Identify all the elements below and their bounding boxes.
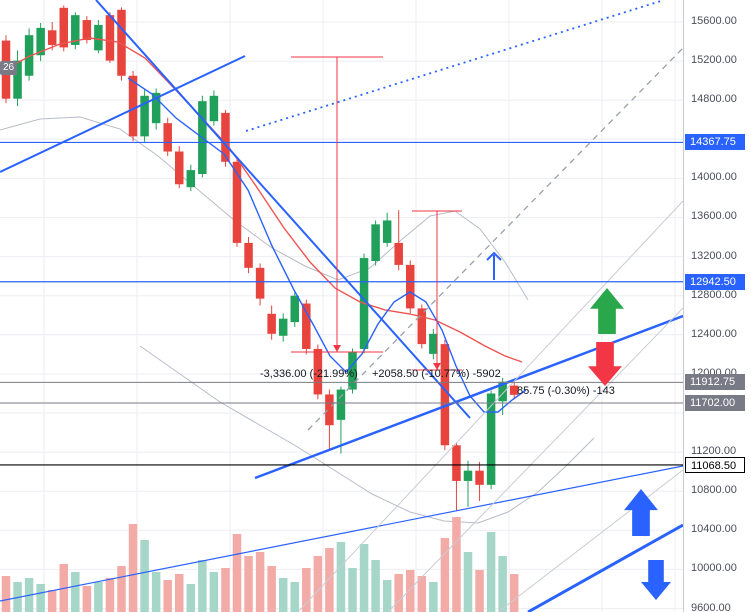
green-up-arrow[interactable] bbox=[590, 288, 624, 334]
price-tick: 14800.00 bbox=[691, 93, 737, 106]
price-tick: 10400.00 bbox=[691, 523, 737, 536]
trend-line-8[interactable] bbox=[297, 200, 683, 612]
price-tick: 15600.00 bbox=[691, 14, 737, 27]
left-edge-price-tag: 26 bbox=[0, 61, 18, 75]
price-tick: 14000.00 bbox=[691, 171, 737, 184]
price-level-label[interactable]: 14367.75 bbox=[685, 134, 745, 151]
trend-line-2[interactable] bbox=[95, 0, 471, 419]
trend-line-4[interactable] bbox=[0, 465, 683, 602]
price-tick: 13200.00 bbox=[691, 249, 737, 262]
candlestick-chart[interactable] bbox=[0, 0, 683, 612]
blue-down-arrow[interactable] bbox=[641, 560, 671, 600]
price-tick: 12800.00 bbox=[691, 288, 737, 301]
price-level-label[interactable]: 11068.50 bbox=[685, 456, 745, 473]
trend-line-6[interactable] bbox=[245, 0, 665, 132]
trend-line-5[interactable] bbox=[527, 523, 683, 612]
price-tick: 15200.00 bbox=[691, 54, 737, 67]
ma-red bbox=[0, 37, 523, 363]
candles-layer bbox=[1, 5, 519, 511]
price-tick: 10800.00 bbox=[691, 484, 737, 497]
trendlines-layer[interactable] bbox=[0, 0, 683, 612]
chart-plot-area[interactable]: 26 -3,336.00 (-21.99%) +2058.50 (-10.77%… bbox=[0, 0, 683, 612]
volume-layer bbox=[1, 517, 519, 612]
band-upper bbox=[0, 116, 529, 301]
price-level-label[interactable]: 12942.50 bbox=[685, 273, 745, 290]
trend-line-9[interactable] bbox=[387, 307, 683, 612]
small-blue-up-arrow[interactable] bbox=[486, 251, 502, 280]
range-measure-label-1: -3,336.00 (-21.99%) bbox=[260, 368, 358, 380]
price-tick: 10000.00 bbox=[691, 562, 737, 575]
blue-up-arrow[interactable] bbox=[624, 489, 658, 536]
price-level-label[interactable]: 11912.75 bbox=[685, 374, 745, 391]
trend-line-7[interactable] bbox=[307, 47, 683, 431]
levels-layer[interactable] bbox=[0, 141, 683, 466]
trend-line-10[interactable] bbox=[497, 469, 683, 612]
price-tick: 11200.00 bbox=[691, 445, 737, 458]
price-range-measure-2[interactable] bbox=[412, 210, 462, 371]
moving-averages-layer bbox=[0, 37, 527, 413]
arrows-layer[interactable] bbox=[486, 251, 671, 600]
price-range-measure-1[interactable] bbox=[291, 56, 383, 353]
price-axis[interactable]: 15600.00 15200.00 14800.00 14000.00 13600.00… bbox=[683, 0, 751, 612]
last-change-label: 85.75 (-0.30%) -143 bbox=[517, 385, 615, 397]
price-tick: 9600.00 bbox=[691, 601, 731, 612]
price-tick: 13600.00 bbox=[691, 210, 737, 223]
red-down-arrow[interactable] bbox=[588, 342, 622, 386]
trend-line-3[interactable] bbox=[254, 314, 683, 480]
grid-layer bbox=[0, 0, 683, 612]
range-measure-label-2: +2058.50 (-10.77%) -5902 bbox=[372, 368, 501, 380]
ma-blue bbox=[127, 77, 527, 413]
price-level-label[interactable]: 11702.00 bbox=[685, 395, 745, 412]
trend-line-1[interactable] bbox=[0, 55, 246, 173]
price-tick: 12400.00 bbox=[691, 327, 737, 340]
measures-layer[interactable] bbox=[291, 56, 462, 371]
